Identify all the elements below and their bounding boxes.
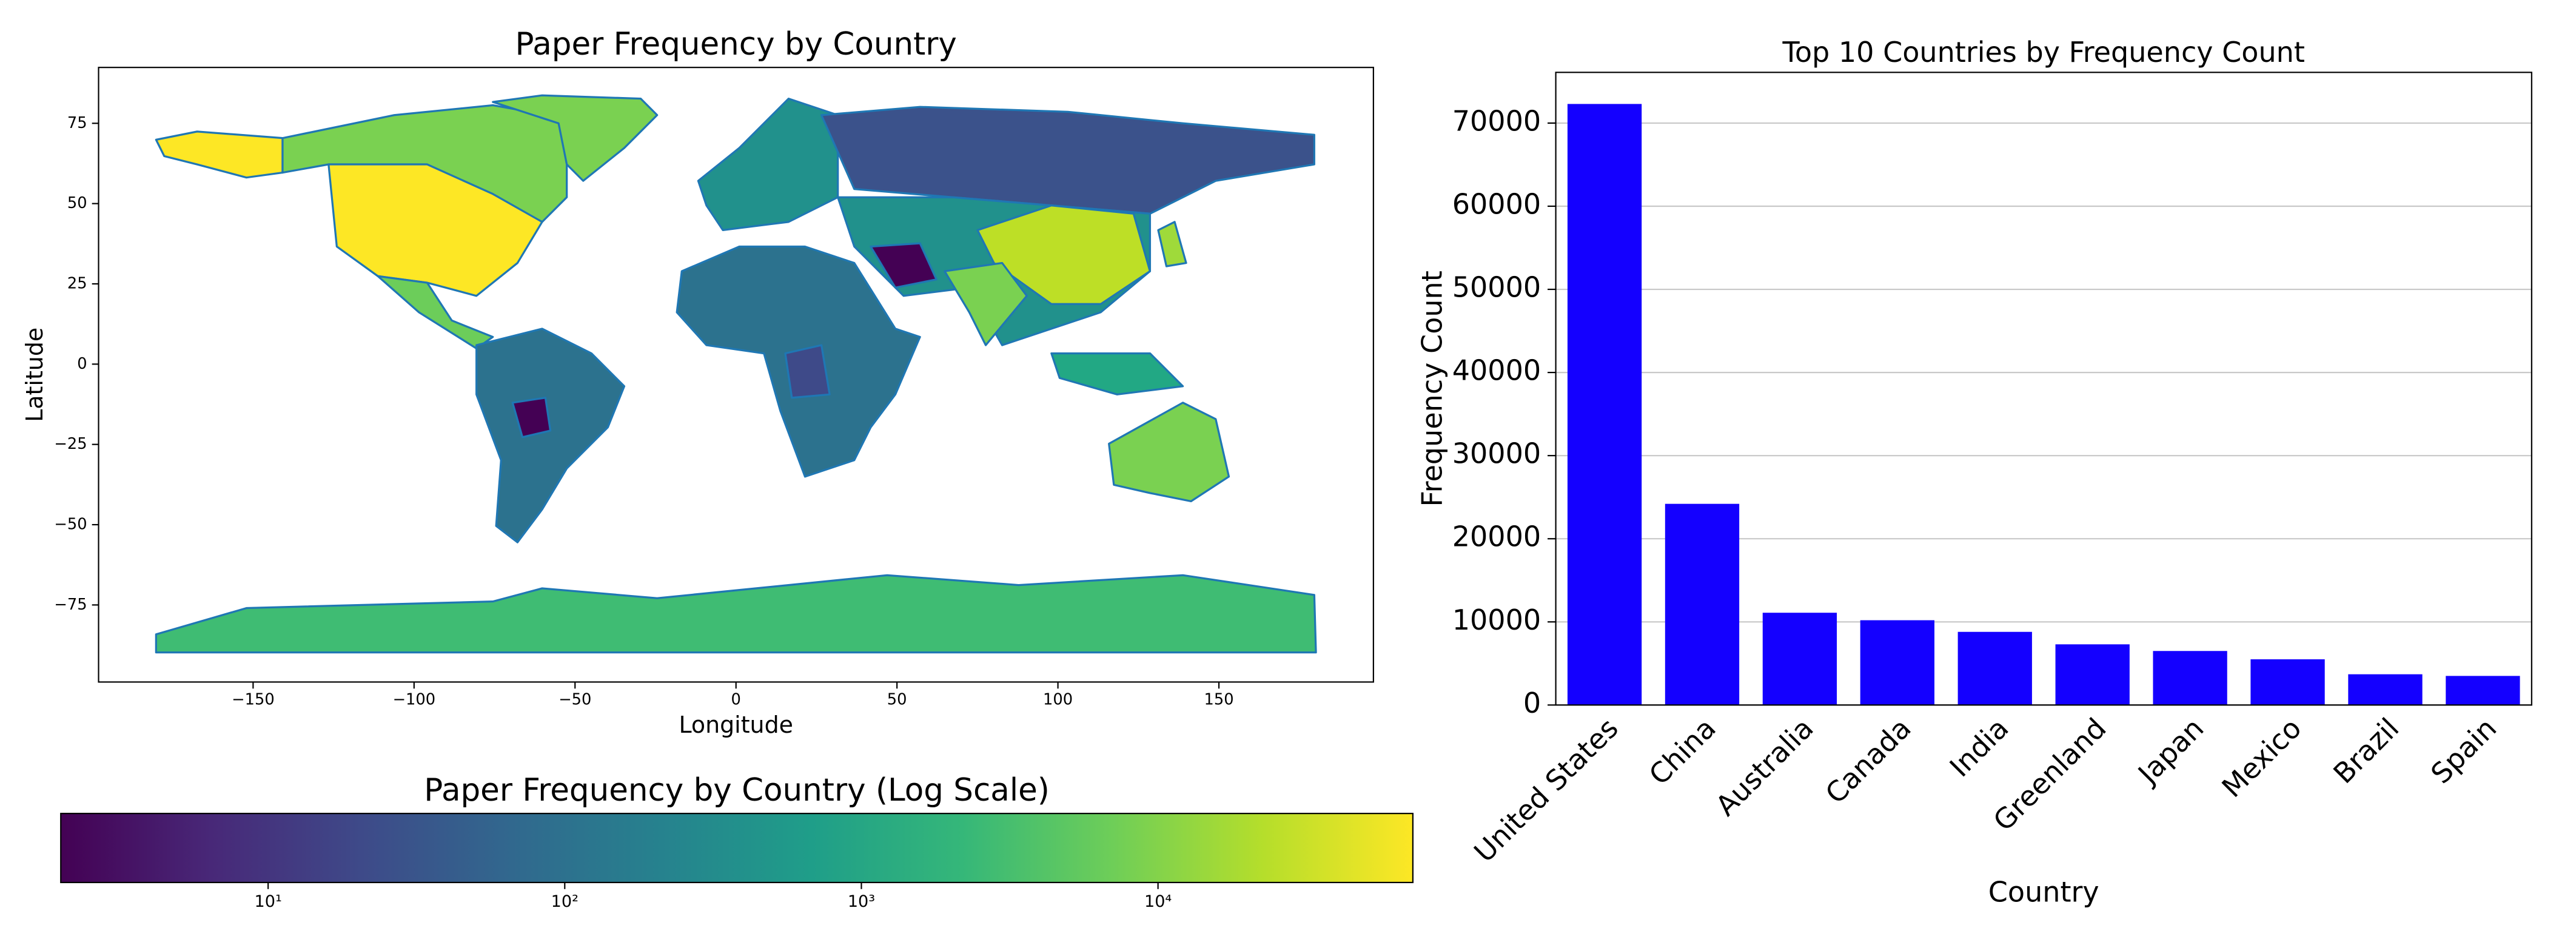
- y-tick-label: 50: [67, 194, 87, 212]
- world-map: [155, 94, 1317, 654]
- y-tick-label: 0: [77, 355, 87, 373]
- colorbar-tick-label: 10¹: [254, 892, 281, 911]
- mexico: [377, 275, 494, 350]
- bar: [1860, 620, 1934, 705]
- bar: [2250, 659, 2325, 705]
- y-tick-label: 10000: [1452, 604, 1541, 636]
- colorbar-title: Paper Frequency by Country (Log Scale): [424, 772, 1050, 809]
- indonesia: [1050, 352, 1184, 395]
- colorbar-tick-label: 10⁴: [1144, 892, 1172, 911]
- chart-title: Paper Frequency by Country: [515, 26, 957, 62]
- y-tick-label: 30000: [1452, 437, 1541, 470]
- x-tick-label: 150: [1204, 691, 1234, 709]
- x-tick-label: −50: [558, 691, 591, 709]
- x-tick-label: Japan: [2130, 711, 2210, 791]
- chart-title: Top 10 Countries by Frequency Count: [1782, 36, 2305, 69]
- greenland: [492, 94, 659, 182]
- australia: [1108, 402, 1230, 503]
- iran: [870, 242, 937, 289]
- x-tick-label: 50: [887, 691, 907, 709]
- x-tick-label: −150: [232, 691, 275, 709]
- x-tick-label: −100: [393, 691, 436, 709]
- y-axis-label: Latitude: [21, 328, 48, 422]
- x-tick-label: Spain: [2424, 711, 2503, 790]
- y-tick-label: 50000: [1452, 271, 1541, 304]
- x-tick-label: 0: [731, 691, 741, 709]
- india: [944, 261, 1028, 346]
- bolivia: [511, 397, 552, 439]
- colorbar-tick-label: 10²: [551, 892, 579, 911]
- y-tick-label: −25: [54, 435, 87, 453]
- x-tick-label: Brazil: [2327, 711, 2405, 790]
- y-tick-label: 40000: [1452, 354, 1541, 387]
- y-tick-label: 75: [67, 114, 87, 132]
- x-tick-label: China: [1643, 711, 1722, 791]
- usa: [327, 163, 543, 297]
- y-tick-label: 0: [1523, 687, 1541, 719]
- x-axis-label: Country: [1988, 875, 2099, 908]
- congo: [784, 344, 831, 399]
- x-tick-label: India: [1944, 711, 2015, 783]
- colorbar-tick-label: 10³: [848, 892, 875, 911]
- europe: [697, 98, 839, 232]
- y-axis-label: Frequency Count: [1416, 271, 1449, 506]
- x-tick-label: Mexico: [2216, 711, 2308, 804]
- bar: [2055, 644, 2130, 705]
- x-tick-label: Canada: [1819, 711, 1917, 810]
- y-tick-label: 20000: [1452, 520, 1541, 553]
- bar: [1567, 104, 1642, 705]
- colorbar: [60, 813, 1414, 884]
- x-tick-label: United States: [1467, 711, 1625, 869]
- bar: [1665, 503, 1740, 705]
- antarctica: [155, 574, 1317, 654]
- x-tick-label: 100: [1043, 691, 1073, 709]
- russia: [820, 106, 1315, 215]
- bar: [2446, 676, 2520, 705]
- x-tick-label: Australia: [1709, 711, 1820, 822]
- south-america: [475, 328, 626, 543]
- y-tick-label: 60000: [1452, 187, 1541, 220]
- bar: [2153, 651, 2227, 705]
- x-axis-label: Longitude: [679, 711, 793, 738]
- japan: [1157, 221, 1187, 267]
- bar: [2348, 674, 2423, 705]
- alaska: [155, 130, 284, 179]
- axes-frame: [1555, 72, 2532, 706]
- y-tick-label: 70000: [1452, 104, 1541, 137]
- y-tick-label: −50: [54, 516, 87, 534]
- y-tick-label: 25: [67, 274, 87, 292]
- bar: [1957, 631, 2032, 705]
- bar: [1762, 613, 1837, 705]
- y-tick-label: −75: [54, 596, 87, 614]
